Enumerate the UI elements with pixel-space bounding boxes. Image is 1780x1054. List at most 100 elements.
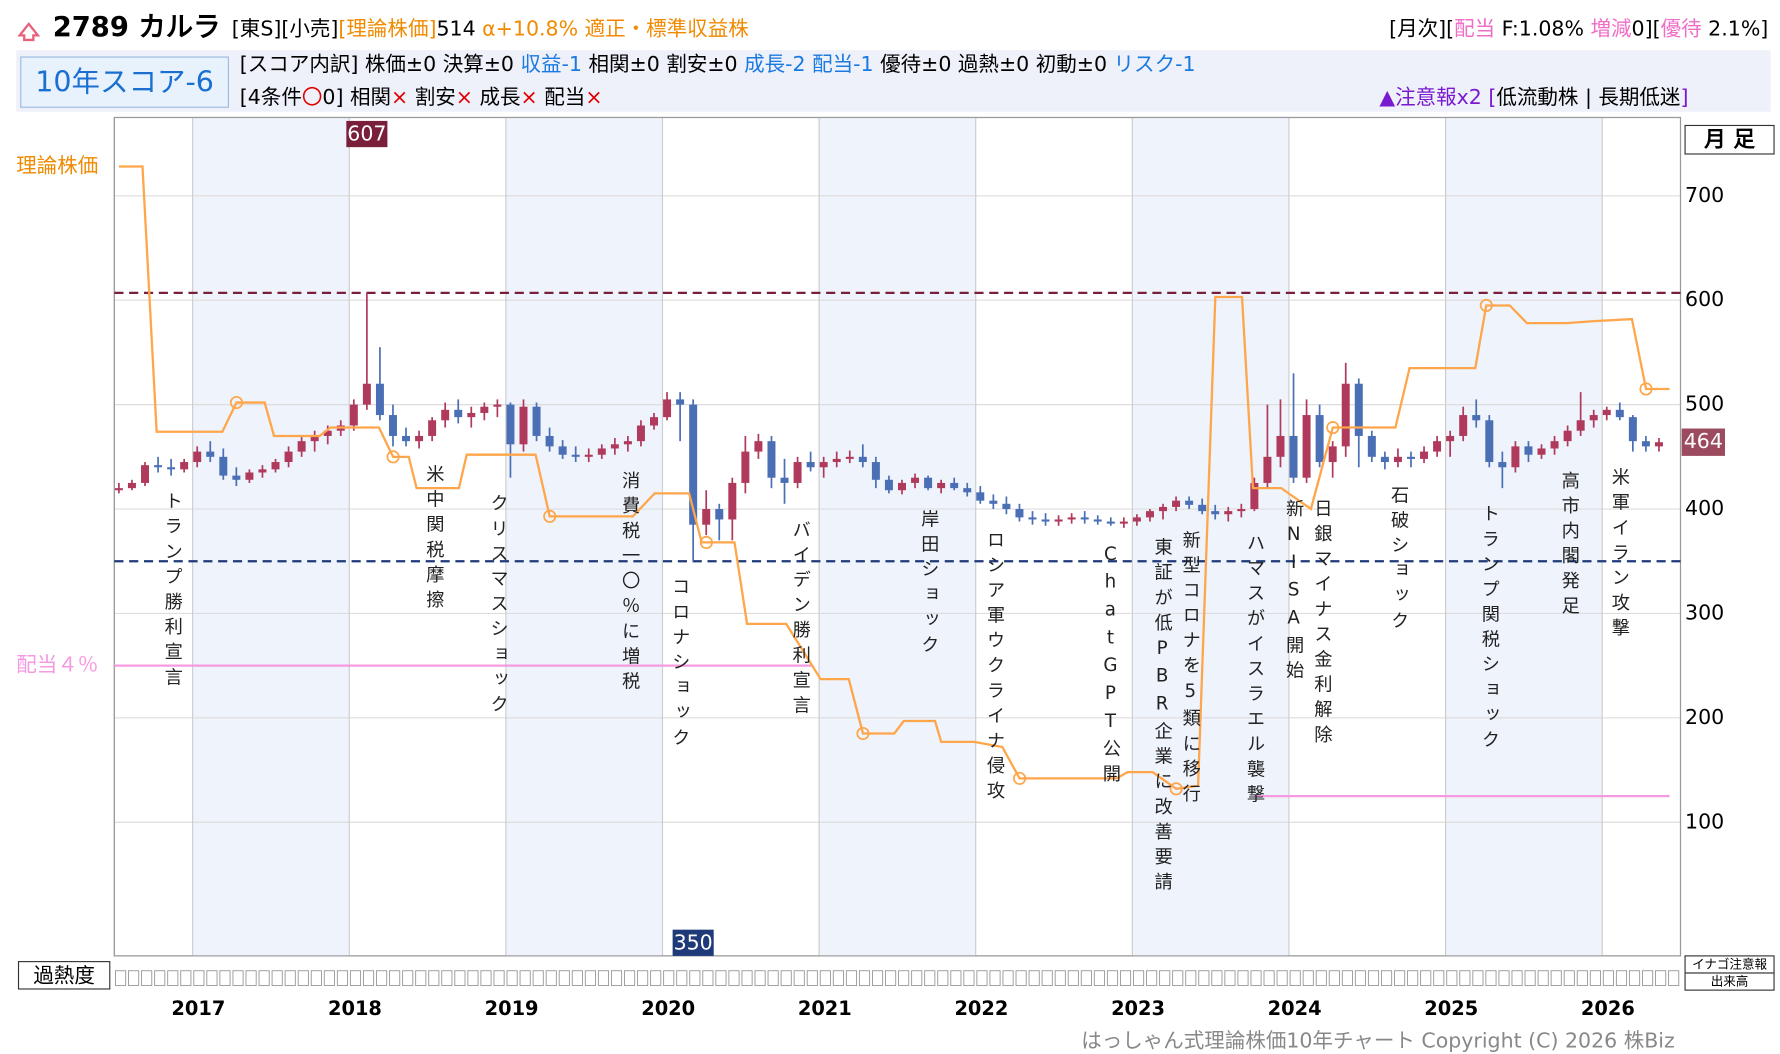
overheat-cell — [1511, 970, 1523, 987]
candle-body — [584, 454, 593, 457]
candle-body — [1185, 500, 1194, 505]
x-tick-label: 2022 — [954, 997, 1008, 1020]
event-label: トランプ勝利宣言 — [162, 492, 183, 693]
event-label: 高市内閣発足 — [1559, 471, 1580, 622]
candle-body — [1315, 415, 1324, 463]
text-segment: 割安 — [408, 85, 456, 109]
event-label: 新型コロナを5類に移行 — [1180, 530, 1201, 809]
overheat-cell — [141, 970, 153, 987]
y-tick-label: 300 — [1685, 600, 1724, 624]
x-tick-label: 2026 — [1581, 997, 1635, 1020]
overheat-cell — [349, 970, 362, 987]
text-segment: 0][ — [1632, 17, 1661, 41]
overheat-cell — [1002, 970, 1014, 987]
candle-body — [232, 475, 241, 480]
event-label: ロシア軍ウクライナ侵攻 — [984, 530, 1005, 806]
theory-marker — [1013, 771, 1027, 785]
candle-body — [1198, 504, 1207, 512]
plot-border — [113, 116, 1682, 957]
overheat-cell — [610, 970, 623, 987]
candle-body — [571, 454, 580, 457]
candle-body — [1589, 415, 1598, 421]
candle-body — [715, 509, 724, 520]
overheat-cell — [1067, 970, 1079, 987]
overheat-cell — [728, 970, 740, 987]
score-breakdown: [スコア内訳] 株価±0 決算±0 収益-1 相関±0 割安±0 成長-2 配当… — [240, 52, 1196, 76]
theory-marker — [1326, 421, 1340, 435]
overheat-cell — [1446, 970, 1458, 987]
y-tick-label: 700 — [1685, 183, 1724, 207]
text-segment: 配当 — [538, 85, 586, 109]
candle-body — [950, 482, 959, 489]
overheat-cell — [1146, 970, 1158, 987]
candle-body — [271, 462, 280, 470]
overheat-cell — [376, 970, 388, 987]
volume-label: 出来高 — [1711, 974, 1749, 989]
candle-body — [388, 415, 397, 436]
candle-body — [806, 462, 815, 468]
candle-body — [663, 399, 672, 418]
overheat-cell — [1093, 970, 1105, 987]
candle-body — [884, 479, 893, 491]
candle-body — [1367, 435, 1376, 457]
candle-body — [1615, 409, 1624, 418]
candle-body — [1628, 417, 1637, 442]
overheat-cell — [1537, 970, 1549, 987]
candle-body — [636, 425, 645, 442]
overheat-cell — [336, 970, 348, 987]
overheat-cell — [1524, 970, 1536, 987]
candle-body — [1067, 517, 1076, 520]
overheat-cell — [558, 970, 570, 987]
text-segment: 0] 相関 — [322, 85, 391, 109]
y-tick-label: 100 — [1685, 809, 1724, 833]
text-segment: 成長-2 配当-1 — [744, 52, 874, 76]
overheat-cell — [1119, 970, 1132, 987]
candle-body — [597, 448, 606, 455]
candle-body — [1393, 456, 1402, 463]
volume-box — [1684, 972, 1775, 991]
overheat-cell — [676, 970, 688, 987]
text-segment: ] — [1680, 85, 1688, 109]
overheat-cell — [219, 970, 231, 987]
overheat-cell — [284, 970, 296, 987]
theory-marker — [1479, 298, 1493, 312]
candle-body — [558, 446, 567, 455]
overheat-cell — [428, 970, 440, 987]
candle-body — [1119, 521, 1128, 524]
overheat-cell — [310, 970, 322, 987]
text-segment: × — [585, 85, 602, 109]
candle-body — [1328, 446, 1337, 463]
event-label: ハマスがイスラエル襲撃 — [1244, 533, 1265, 809]
candle-body — [415, 435, 424, 442]
theory-marker — [856, 726, 870, 741]
candle-body — [532, 406, 541, 436]
candle-body — [924, 477, 933, 489]
overheat-cell — [1472, 970, 1484, 987]
candle-body — [689, 404, 698, 525]
candle-body — [1289, 435, 1298, 478]
overheat-cell — [963, 970, 975, 987]
overheat-cell — [493, 970, 505, 987]
overheat-cell — [1015, 970, 1027, 987]
candle-body — [1054, 519, 1063, 522]
event-label: コロナショック — [669, 577, 690, 753]
text-segment: 〇 — [302, 85, 323, 109]
candle-body — [1341, 383, 1350, 447]
overheat-cell — [976, 970, 988, 987]
candle-body — [976, 492, 985, 501]
event-label: 石破ショック — [1388, 485, 1409, 636]
overheat-cell — [167, 970, 179, 987]
event-label: クリスマスショック — [488, 494, 509, 720]
overheat-cell — [858, 970, 871, 987]
overheat-cell — [689, 970, 701, 987]
overheat-cell — [1159, 970, 1171, 987]
candle-body — [480, 406, 489, 413]
candle-body — [911, 477, 920, 483]
y-tick-label: 600 — [1685, 287, 1724, 311]
low-line-label: 350 — [674, 930, 713, 954]
event-label: 岸田ショック — [918, 509, 939, 660]
candle-body — [454, 409, 463, 418]
overheat-cell — [1054, 970, 1066, 987]
overheat-cell — [245, 970, 257, 987]
